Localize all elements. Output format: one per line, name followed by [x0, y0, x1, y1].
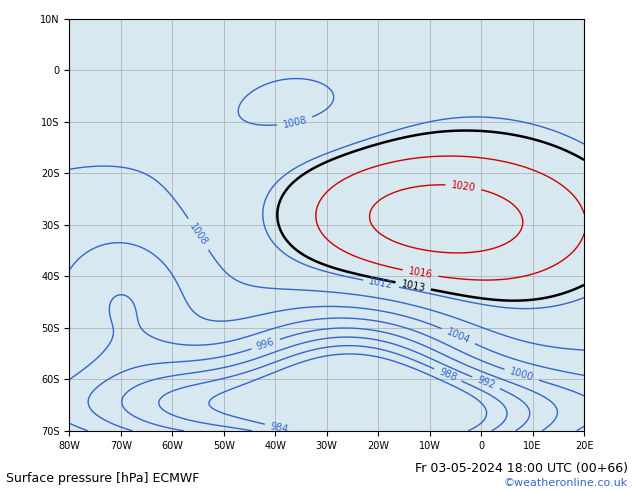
- Text: 1013: 1013: [400, 279, 426, 293]
- Text: 1008: 1008: [282, 115, 308, 129]
- Text: Fr 03-05-2024 18:00 UTC (00+66): Fr 03-05-2024 18:00 UTC (00+66): [415, 462, 628, 475]
- Text: 1004: 1004: [445, 326, 472, 345]
- Text: 988: 988: [437, 367, 458, 383]
- Text: ©weatheronline.co.uk: ©weatheronline.co.uk: [503, 478, 628, 488]
- Text: 1020: 1020: [451, 180, 476, 193]
- Text: 996: 996: [256, 337, 276, 352]
- Text: 1008: 1008: [188, 221, 209, 247]
- Text: 1000: 1000: [508, 367, 535, 383]
- Text: 1012: 1012: [368, 276, 394, 291]
- Text: 984: 984: [269, 421, 290, 435]
- Text: 1016: 1016: [408, 267, 434, 280]
- Text: 992: 992: [476, 374, 496, 391]
- Text: Surface pressure [hPa] ECMWF: Surface pressure [hPa] ECMWF: [6, 472, 200, 485]
